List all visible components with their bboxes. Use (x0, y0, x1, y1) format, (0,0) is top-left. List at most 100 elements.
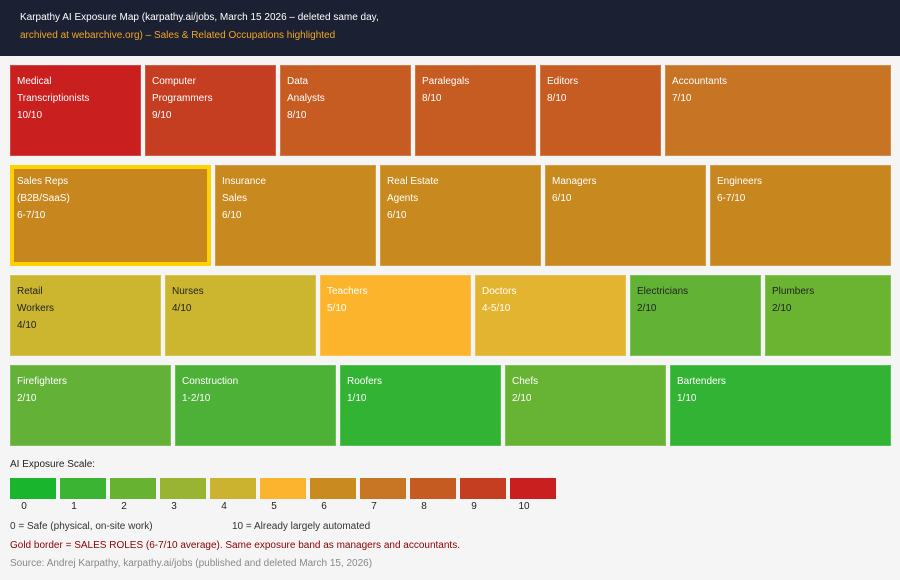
legend-level-0: 0 (21, 501, 27, 512)
legend-swatch-4 (210, 478, 256, 499)
tile-score: 8/10 (422, 93, 442, 104)
tile-score: 10/10 (17, 110, 43, 121)
legend-level-3: 3 (171, 501, 177, 512)
tile-name-line: Workers (17, 303, 55, 314)
header-title-line1: Karpathy AI Exposure Map (karpathy.ai/jo… (20, 12, 379, 23)
tile-plumbers: Plumbers 2/10 (765, 275, 891, 356)
tile-construction: Construction 1-2/10 (175, 365, 336, 446)
tile-score: 6/10 (552, 193, 572, 204)
tile-score: 2/10 (512, 393, 532, 404)
legend-swatch-8 (410, 478, 456, 499)
tile-score: 1/10 (677, 393, 697, 404)
tile-name-line: Accountants (672, 76, 728, 87)
tile-score: 2/10 (17, 393, 37, 404)
tile-score: 4/10 (17, 320, 37, 331)
tile-name-line: Firefighters (17, 376, 68, 387)
tile-engineers: Engineers 6-7/10 (710, 165, 891, 266)
legend-swatch-10 (510, 478, 556, 499)
legend-level-7: 7 (371, 501, 377, 512)
legend-highlight-note: Gold border = SALES ROLES (6-7/10 averag… (10, 540, 460, 551)
tile-name-line: Chefs (512, 376, 539, 387)
tile-name-line: (B2B/SaaS) (17, 193, 70, 204)
tile-name-line: Programmers (152, 93, 213, 104)
tile-score: 6/10 (387, 210, 407, 221)
legend-swatch-0 (10, 478, 56, 499)
tile-name-line: Construction (182, 376, 239, 387)
legend-level-6: 6 (321, 501, 327, 512)
tile-score: 6-7/10 (17, 210, 46, 221)
legend-swatch-5 (260, 478, 306, 499)
legend-swatch-7 (360, 478, 406, 499)
tile-name-line: Paralegals (422, 76, 470, 87)
legend-level-2: 2 (121, 501, 127, 512)
tile-roofers: Roofers 1/10 (340, 365, 501, 446)
tile-retail-workers: Retail Workers 4/10 (10, 275, 161, 356)
tile-score: 1-2/10 (182, 393, 211, 404)
tile-name-line: Data (287, 76, 309, 87)
tile-name-line: Engineers (717, 176, 763, 187)
tile-name-line: Roofers (347, 376, 383, 387)
tile-name-line: Bartenders (677, 376, 726, 387)
tile-firefighters: Firefighters 2/10 (10, 365, 171, 446)
legend-low-label: 0 = Safe (physical, on-site work) (10, 521, 153, 532)
tile-doctors: Doctors 4-5/10 (475, 275, 626, 356)
tile-accountants: Accountants 7/10 (665, 65, 891, 156)
tile-score: 2/10 (772, 303, 792, 314)
tile-bartenders: Bartenders 1/10 (670, 365, 891, 446)
tile-name-line: Plumbers (772, 286, 815, 297)
tile-score: 6-7/10 (717, 193, 746, 204)
tile-name-line: Retail (17, 286, 43, 297)
tile-name-line: Electricians (637, 286, 689, 297)
tile-name-line: Transcriptionists (17, 93, 90, 104)
tile-name-line: Nurses (172, 286, 204, 297)
legend-high-label: 10 = Already largely automated (232, 521, 371, 532)
tile-paralegals: Paralegals 8/10 (415, 65, 536, 156)
tile-editors: Editors 8/10 (540, 65, 661, 156)
legend-swatch-1 (60, 478, 106, 499)
legend-swatch-6 (310, 478, 356, 499)
tile-name-line: Managers (552, 176, 597, 187)
tile-score: 8/10 (287, 110, 307, 121)
tile-name-line: Sales (222, 193, 248, 204)
tile-sales-reps-b2b-saas: Sales Reps (B2B/SaaS) 6-7/10 (10, 165, 211, 266)
tile-managers: Managers 6/10 (545, 165, 706, 266)
chart-header: Karpathy AI Exposure Map (karpathy.ai/jo… (0, 0, 900, 56)
tile-name-line: Analysts (287, 93, 325, 104)
tile-chefs: Chefs 2/10 (505, 365, 666, 446)
tile-medical-transcriptionists: Medical Transcriptionists 10/10 (10, 65, 141, 156)
tile-name-line: Computer (152, 76, 196, 87)
header-title-line2: archived at webarchive.org) – Sales & Re… (20, 30, 336, 41)
tile-name-line: Sales Reps (17, 176, 69, 187)
tile-name-line: Editors (547, 76, 579, 87)
tile-teachers: Teachers 5/10 (320, 275, 471, 356)
legend-level-4: 4 (221, 501, 227, 512)
legend-swatch-3 (160, 478, 206, 499)
tile-name-line: Teachers (327, 286, 368, 297)
legend-swatch-9 (460, 478, 506, 499)
legend-title: AI Exposure Scale: (10, 459, 96, 470)
tile-score: 5/10 (327, 303, 347, 314)
tile-score: 6/10 (222, 210, 242, 221)
tile-score: 9/10 (152, 110, 172, 121)
tile-insurance-sales: Insurance Sales 6/10 (215, 165, 376, 266)
tile-score: 1/10 (347, 393, 367, 404)
legend-swatch-2 (110, 478, 156, 499)
tile-score: 7/10 (672, 93, 692, 104)
tile-computer-programmers: Computer Programmers 9/10 (145, 65, 276, 156)
legend-level-5: 5 (271, 501, 277, 512)
legend-level-9: 9 (471, 501, 477, 512)
tile-score: 4/10 (172, 303, 192, 314)
tile-data-analysts: Data Analysts 8/10 (280, 65, 411, 156)
tile-name-line: Real Estate (387, 176, 439, 187)
legend-level-10: 10 (518, 501, 530, 512)
tile-score: 8/10 (547, 93, 567, 104)
tile-nurses: Nurses 4/10 (165, 275, 316, 356)
tile-real-estate-agents: Real Estate Agents 6/10 (380, 165, 541, 266)
tile-name-line: Agents (387, 193, 419, 204)
legend-level-8: 8 (421, 501, 427, 512)
tile-score: 2/10 (637, 303, 657, 314)
tile-name-line: Medical (17, 76, 52, 87)
tile-score: 4-5/10 (482, 303, 511, 314)
tile-name-line: Doctors (482, 286, 517, 297)
tile-electricians: Electricians 2/10 (630, 275, 761, 356)
